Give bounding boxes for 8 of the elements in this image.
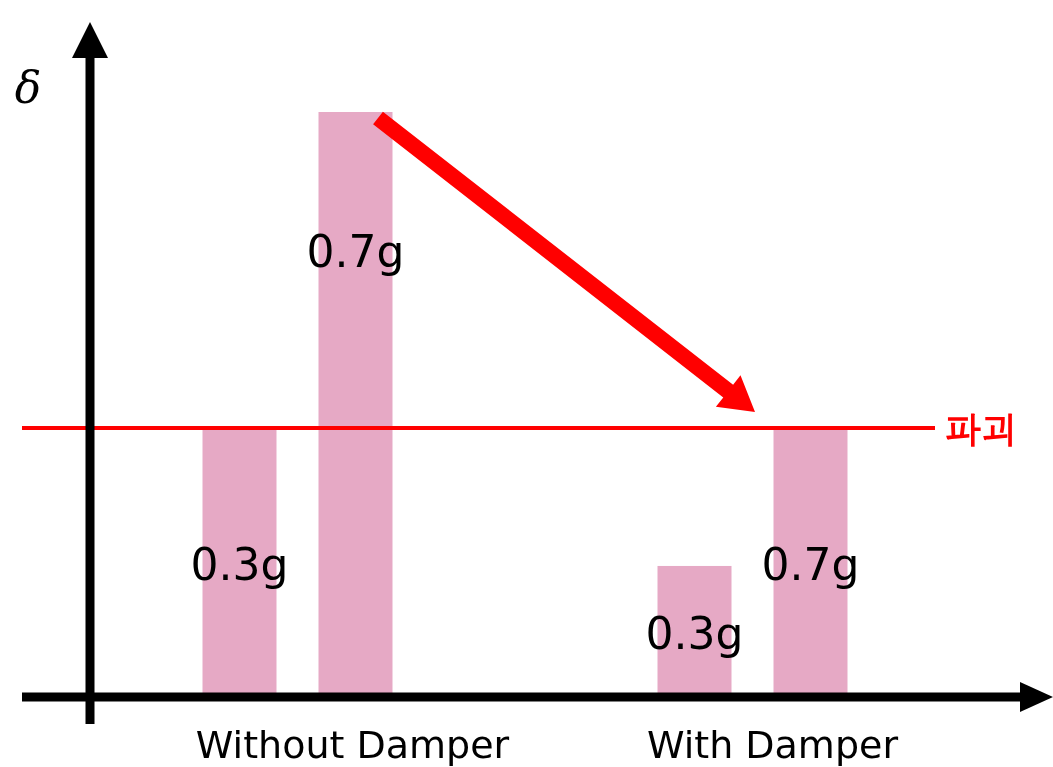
y-axis-title: δ: [14, 62, 42, 113]
x-tick-label: Without Damper: [195, 723, 510, 767]
x-tick-label: With Damper: [646, 723, 899, 767]
text: 0.3g: [645, 608, 744, 660]
series-label: 0.7g: [306, 226, 405, 277]
text: 0.7g: [761, 539, 860, 591]
ref-line-label: 파괴: [945, 407, 1017, 449]
series-label: 0.3g: [190, 539, 289, 591]
